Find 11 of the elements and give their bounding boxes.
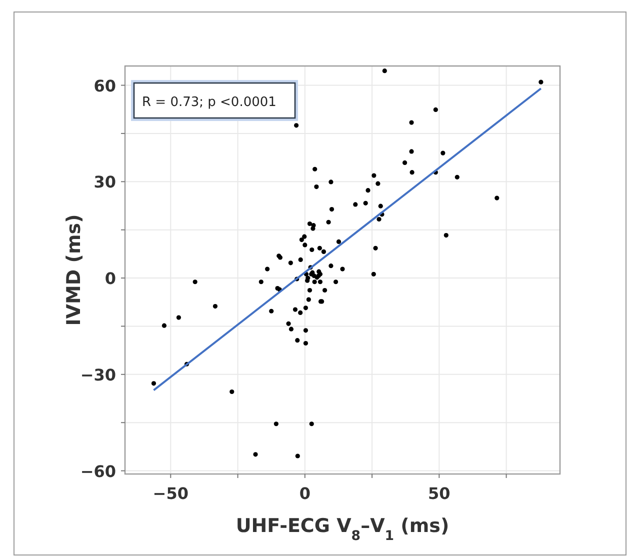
y-tick-label: −30: [80, 365, 116, 384]
y-tick-label: −60: [80, 462, 116, 481]
x-tick-label: −50: [152, 484, 188, 503]
annotation: R = 0.73; p <0.0001: [142, 95, 276, 110]
y-axis-title: IVMD (ms): [63, 214, 85, 326]
y-tick-label: 60: [94, 76, 116, 96]
x-tick-label: 0: [299, 484, 310, 503]
y-tick-label: 0: [104, 269, 116, 288]
x-tick-label: 50: [428, 484, 450, 503]
y-tick-label: 30: [94, 172, 116, 192]
x-axis-title: UHF-ECG V$_{8}$–V$_{1}$ (ms): [236, 515, 450, 544]
